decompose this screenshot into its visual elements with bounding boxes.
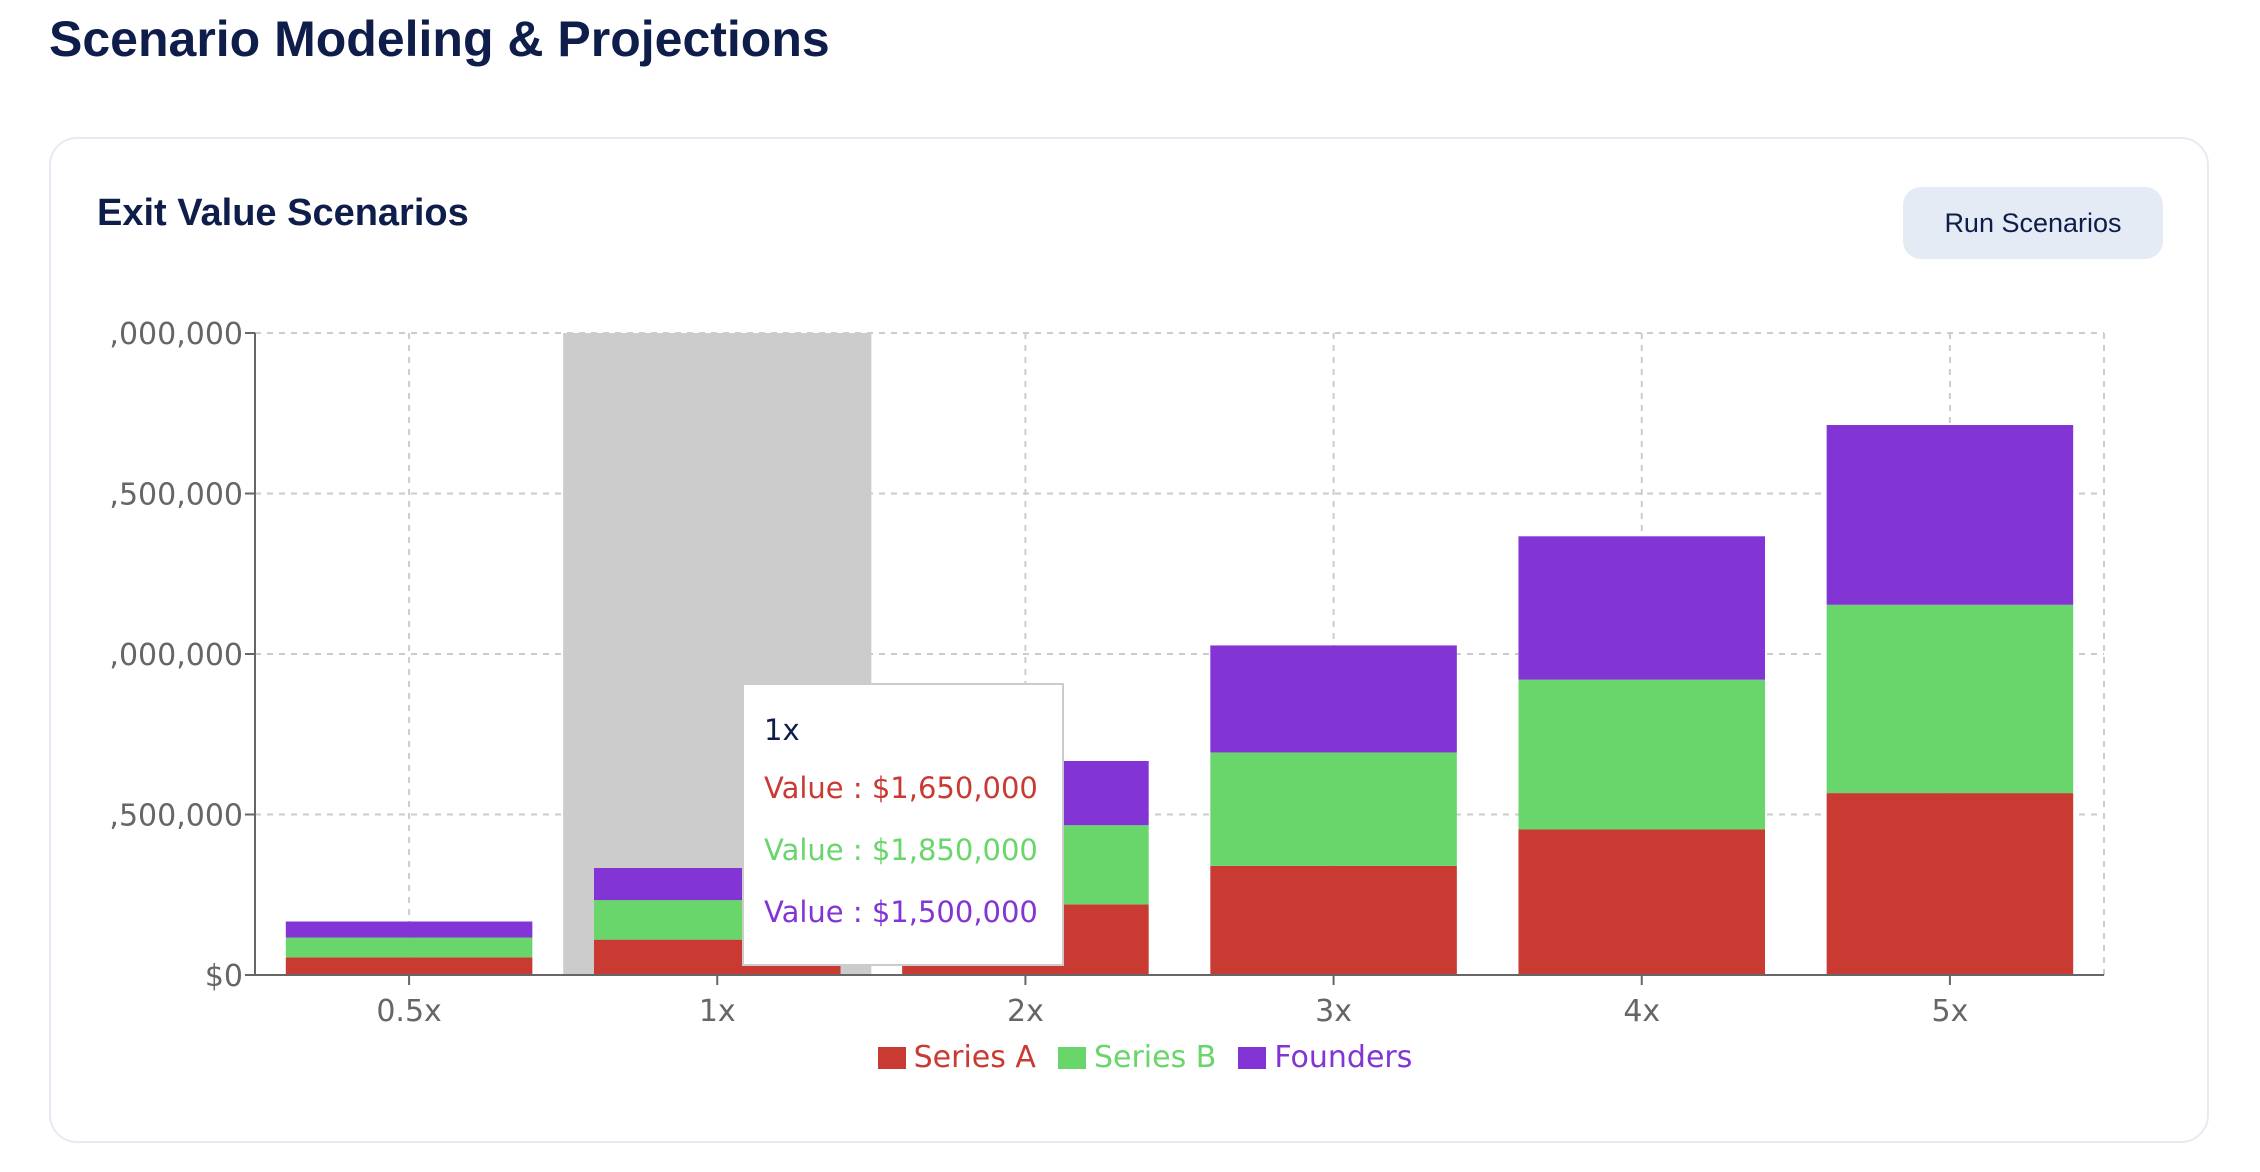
y-tick-label-1: ,500,000: [109, 799, 243, 834]
x-tick-label-4x: 4x: [1623, 994, 1660, 1029]
y-tick-label-2: ,000,000: [109, 638, 243, 673]
chart-tooltip: 1x Value : $1,650,000 Value : $1,850,000…: [742, 683, 1064, 966]
bar-founders-0.5x: [285, 921, 533, 938]
legend-item-founders[interactable]: Founders: [1238, 1040, 1412, 1075]
bar-founders-3x: [1210, 645, 1457, 753]
legend-label-founders: Founders: [1274, 1040, 1413, 1075]
run-scenarios-button[interactable]: Run Scenarios: [1903, 187, 2163, 259]
card-title: Exit Value Scenarios: [97, 192, 469, 234]
bar-series-a-3x: [1210, 865, 1457, 975]
legend-swatch-series-a: [877, 1046, 906, 1069]
bar-series-b-4x: [1518, 679, 1766, 830]
x-tick-label-0.5x: 0.5x: [376, 994, 441, 1029]
bar-series-b-3x: [1210, 752, 1457, 866]
page-title: Scenario Modeling & Projections: [49, 11, 830, 67]
bar-series-a-5x: [1826, 793, 2074, 975]
legend-swatch-founders: [1238, 1046, 1267, 1069]
tooltip-label: 1x: [764, 713, 800, 747]
legend-label-series-a: Series A: [913, 1040, 1036, 1075]
bar-founders-4x: [1518, 536, 1766, 680]
bar-series-a-4x: [1518, 829, 1766, 975]
bar-series-a-0.5x: [285, 957, 533, 975]
chart-legend: Series A Series B Founders: [0, 1040, 2260, 1075]
x-tick-label-2x: 2x: [1007, 994, 1044, 1029]
tooltip-row-series-a: Value : $1,650,000: [764, 771, 1038, 805]
y-tick-label-0: $0: [205, 959, 243, 994]
legend-item-series-a[interactable]: Series A: [877, 1040, 1036, 1075]
legend-item-series-b[interactable]: Series B: [1057, 1040, 1217, 1075]
legend-label-series-b: Series B: [1093, 1040, 1217, 1075]
bar-founders-5x: [1826, 425, 2074, 605]
x-tick-label-1x: 1x: [699, 994, 736, 1029]
y-tick-label-4: ,000,000: [109, 317, 243, 352]
y-tick-label-3: ,500,000: [109, 478, 243, 513]
legend-swatch-series-b: [1057, 1046, 1086, 1069]
x-tick-label-5x: 5x: [1931, 994, 1968, 1029]
tooltip-row-founders: Value : $1,500,000: [764, 895, 1038, 929]
x-tick-label-3x: 3x: [1315, 994, 1352, 1029]
tooltip-row-series-b: Value : $1,850,000: [764, 833, 1038, 867]
bar-series-b-0.5x: [285, 937, 533, 958]
bar-series-b-5x: [1826, 604, 2074, 794]
